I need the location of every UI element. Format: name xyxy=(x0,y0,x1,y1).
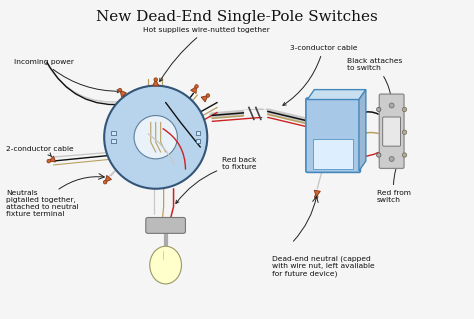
Polygon shape xyxy=(105,175,111,182)
Polygon shape xyxy=(307,90,366,100)
FancyBboxPatch shape xyxy=(379,94,404,168)
FancyBboxPatch shape xyxy=(383,117,401,146)
Text: Hot supplies wire-nutted together: Hot supplies wire-nutted together xyxy=(143,27,270,81)
Text: Red from
switch: Red from switch xyxy=(377,156,411,203)
FancyBboxPatch shape xyxy=(111,139,116,143)
FancyBboxPatch shape xyxy=(111,131,116,135)
Text: Black attaches
to switch: Black attaches to switch xyxy=(347,58,402,102)
Circle shape xyxy=(103,181,107,184)
Circle shape xyxy=(389,157,394,161)
Circle shape xyxy=(104,85,207,189)
Polygon shape xyxy=(191,86,197,93)
Text: Red back
to fixture: Red back to fixture xyxy=(176,158,256,204)
FancyBboxPatch shape xyxy=(195,131,201,135)
FancyBboxPatch shape xyxy=(306,98,360,172)
Ellipse shape xyxy=(150,246,182,284)
Polygon shape xyxy=(120,90,127,97)
FancyBboxPatch shape xyxy=(195,139,201,143)
Circle shape xyxy=(376,153,381,157)
Circle shape xyxy=(402,153,407,157)
Polygon shape xyxy=(314,190,320,197)
Circle shape xyxy=(402,130,407,134)
Circle shape xyxy=(376,107,381,112)
Text: Neutrals
pigtailed together,
attached to neutral
fixture terminal: Neutrals pigtailed together, attached to… xyxy=(6,190,79,217)
Circle shape xyxy=(206,94,210,97)
Circle shape xyxy=(195,85,198,88)
Text: Incoming power: Incoming power xyxy=(14,59,120,93)
Circle shape xyxy=(134,115,177,159)
Polygon shape xyxy=(49,156,55,162)
Circle shape xyxy=(47,160,51,163)
Circle shape xyxy=(154,78,157,81)
Circle shape xyxy=(389,103,394,108)
Polygon shape xyxy=(153,80,159,86)
Text: 3-conductor cable: 3-conductor cable xyxy=(283,45,357,105)
Text: 2-conductor cable: 2-conductor cable xyxy=(6,146,73,157)
Polygon shape xyxy=(201,95,208,102)
Circle shape xyxy=(314,195,318,199)
Text: New Dead-End Single-Pole Switches: New Dead-End Single-Pole Switches xyxy=(96,10,378,24)
FancyBboxPatch shape xyxy=(146,218,185,234)
Polygon shape xyxy=(359,90,366,171)
Circle shape xyxy=(118,88,122,92)
FancyBboxPatch shape xyxy=(313,139,353,169)
Circle shape xyxy=(402,107,407,112)
Text: Dead-end neutral (capped
with wire nut, left available
for future device): Dead-end neutral (capped with wire nut, … xyxy=(272,256,374,277)
